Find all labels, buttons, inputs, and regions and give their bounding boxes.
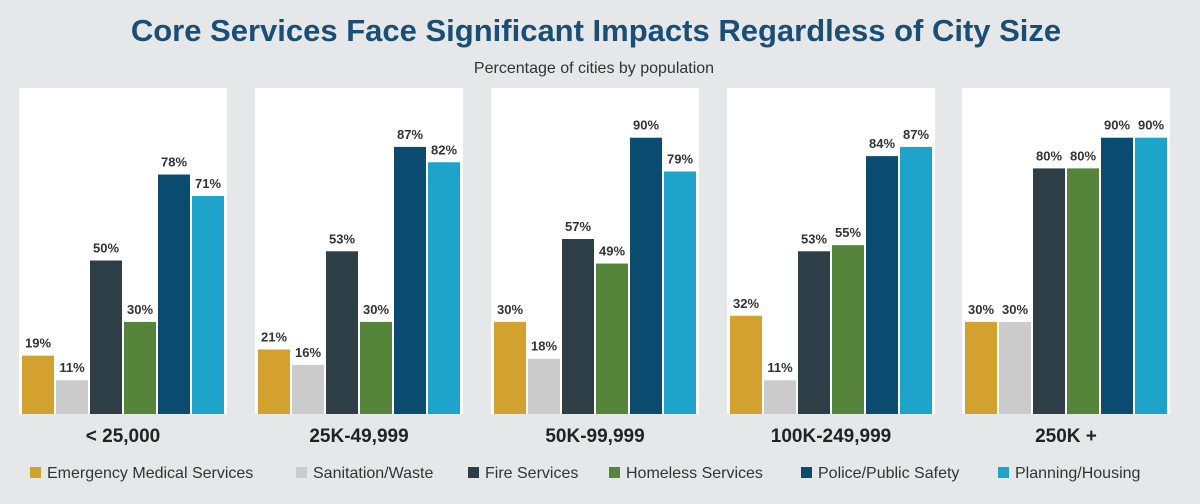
- data-label: 90%: [1138, 118, 1164, 133]
- legend-label: Planning/Housing: [1015, 465, 1140, 482]
- data-label: 18%: [531, 339, 557, 354]
- data-label: 90%: [1104, 118, 1130, 133]
- legend-label: Police/Public Safety: [818, 465, 959, 482]
- bar-homeless-services: [360, 321, 392, 414]
- data-label: 84%: [869, 136, 895, 151]
- data-label: 50%: [93, 241, 119, 256]
- bar-group-25-000: 19% 11% 50% 30% 78% 71% < 25,000: [19, 88, 227, 447]
- bar-emergency-medical-services: [22, 355, 54, 414]
- data-label: 80%: [1036, 148, 1062, 163]
- data-label: 19%: [25, 336, 51, 351]
- data-label: 57%: [565, 219, 591, 234]
- data-label: 79%: [667, 151, 693, 166]
- legend-swatch: [998, 467, 1009, 478]
- data-label: 11%: [59, 360, 85, 375]
- legend-swatch: [609, 467, 620, 478]
- legend-item-fire-services: Fire Services: [468, 465, 578, 482]
- bar-police-public-safety: [866, 156, 898, 414]
- legend-item-planning-housing: Planning/Housing: [998, 465, 1140, 482]
- data-label: 71%: [195, 176, 221, 191]
- bar-emergency-medical-services: [494, 321, 526, 414]
- data-label: 53%: [801, 231, 827, 246]
- category-label: 100K-249,999: [771, 426, 891, 447]
- data-label: 16%: [295, 345, 321, 360]
- bar-sanitation-waste: [999, 321, 1031, 414]
- category-label: < 25,000: [86, 426, 161, 447]
- bar-fire-services: [798, 251, 830, 414]
- bar-fire-services: [562, 239, 594, 414]
- data-label: 21%: [261, 330, 287, 345]
- legend-label: Emergency Medical Services: [47, 465, 253, 482]
- data-label: 30%: [1002, 302, 1028, 317]
- legend-swatch: [296, 467, 307, 478]
- legend-item-homeless-services: Homeless Services: [609, 465, 763, 482]
- legend-label: Sanitation/Waste: [313, 465, 433, 482]
- bar-sanitation-waste: [56, 380, 88, 414]
- bar-fire-services: [1033, 168, 1065, 414]
- data-label: 30%: [497, 302, 523, 317]
- data-label: 87%: [397, 127, 423, 142]
- legend-item-sanitation-waste: Sanitation/Waste: [296, 465, 433, 482]
- bar-group-25k-49-999: 21% 16% 53% 30% 87% 82% 25K-49,999: [255, 88, 463, 447]
- bar-emergency-medical-services: [965, 321, 997, 414]
- bar-homeless-services: [124, 321, 156, 414]
- data-label: 78%: [161, 155, 187, 170]
- bar-sanitation-waste: [528, 358, 560, 414]
- legend-swatch: [30, 467, 41, 478]
- legend-label: Homeless Services: [626, 465, 763, 482]
- legend: Emergency Medical Services Sanitation/Was…: [30, 465, 1140, 482]
- data-label: 55%: [835, 225, 861, 240]
- chart-subtitle: Percentage of cities by population: [474, 60, 714, 77]
- data-label: 87%: [903, 127, 929, 142]
- category-label: 25K-49,999: [309, 426, 408, 447]
- data-label: 53%: [329, 231, 355, 246]
- bar-sanitation-waste: [764, 380, 796, 414]
- bar-planning-housing: [192, 196, 224, 414]
- bar-homeless-services: [1067, 168, 1099, 414]
- data-label: 90%: [633, 118, 659, 133]
- data-label: 82%: [431, 142, 457, 157]
- legend-swatch: [801, 467, 812, 478]
- legend-item-police-public-safety: Police/Public Safety: [801, 465, 959, 482]
- bar-police-public-safety: [630, 137, 662, 414]
- bar-fire-services: [90, 260, 122, 414]
- bar-group-100k-249-999: 32% 11% 53% 55% 84% 87% 100K-249,999: [727, 88, 935, 447]
- bar-sanitation-waste: [292, 364, 324, 414]
- data-label: 30%: [127, 302, 153, 317]
- legend-swatch: [468, 467, 479, 478]
- data-label: 32%: [733, 296, 759, 311]
- bar-groups: 19% 11% 50% 30% 78% 71% < 25,000 21% 16% 53% 30% 87…: [19, 88, 1170, 447]
- data-label: 49%: [599, 244, 625, 259]
- legend-label: Fire Services: [485, 465, 578, 482]
- data-label: 80%: [1070, 148, 1096, 163]
- chart-title: Core Services Face Significant Impacts R…: [131, 13, 1061, 48]
- bar-planning-housing: [1135, 137, 1167, 414]
- bar-planning-housing: [428, 162, 460, 414]
- legend-item-emergency-medical-services: Emergency Medical Services: [30, 465, 253, 482]
- bar-homeless-services: [596, 263, 628, 414]
- bar-emergency-medical-services: [730, 315, 762, 414]
- bar-planning-housing: [900, 146, 932, 414]
- data-label: 30%: [363, 302, 389, 317]
- bar-planning-housing: [664, 171, 696, 414]
- bar-homeless-services: [832, 245, 864, 414]
- bar-fire-services: [326, 251, 358, 414]
- data-label: 11%: [767, 360, 793, 375]
- data-label: 30%: [968, 302, 994, 317]
- bar-group-250k: 30% 30% 80% 80% 90% 90% 250K +: [962, 88, 1170, 447]
- category-label: 250K +: [1035, 426, 1097, 447]
- bar-emergency-medical-services: [258, 349, 290, 414]
- bar-police-public-safety: [394, 146, 426, 414]
- bar-police-public-safety: [158, 174, 190, 414]
- bar-police-public-safety: [1101, 137, 1133, 414]
- bar-group-50k-99-999: 30% 18% 57% 49% 90% 79% 50K-99,999: [491, 88, 699, 447]
- category-label: 50K-99,999: [545, 426, 644, 447]
